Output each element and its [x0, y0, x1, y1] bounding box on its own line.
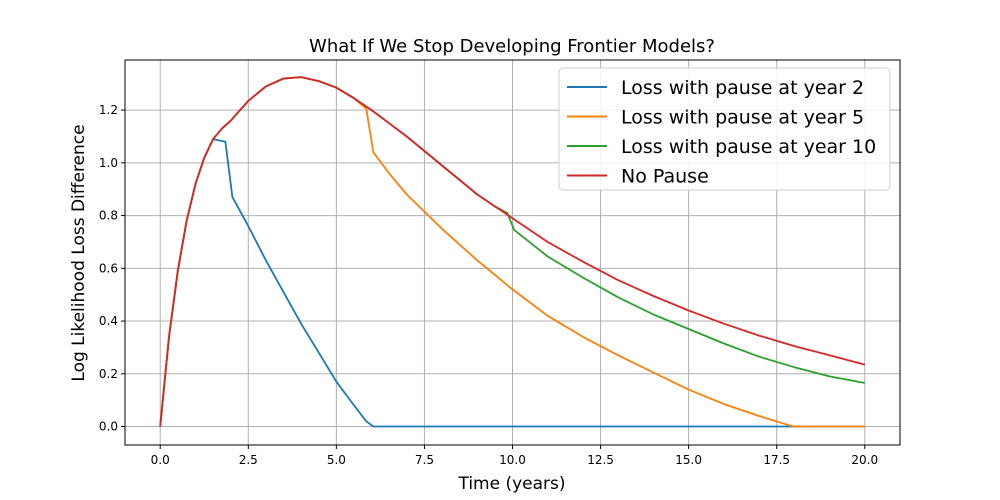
x-tick-label: 2.5 [239, 453, 258, 467]
y-tick-label: 0.0 [99, 420, 118, 434]
legend-label-1: Loss with pause at year 2 [621, 77, 864, 99]
x-axis: 0.0 2.5 5.0 7.5 10.0 12.5 15.0 17.5 20.0 [151, 445, 878, 467]
y-tick-label: 0.6 [99, 261, 118, 275]
legend-label-3: Loss with pause at year 10 [621, 136, 876, 158]
y-tick-label: 1.2 [99, 103, 118, 117]
y-tick-label: 0.2 [99, 367, 118, 381]
x-tick-label: 17.5 [763, 453, 790, 467]
y-tick-label: 0.4 [99, 314, 118, 328]
y-tick-label: 0.8 [99, 209, 118, 223]
y-axis-title: Log Likelihood Loss Difference [69, 124, 89, 381]
legend-label-4: No Pause [621, 166, 709, 188]
x-tick-label: 10.0 [499, 453, 526, 467]
legend-box [558, 67, 891, 191]
x-tick-label: 20.0 [851, 453, 878, 467]
x-tick-label: 7.5 [415, 453, 434, 467]
y-tick-label: 1.0 [99, 156, 118, 170]
x-tick-label: 12.5 [587, 453, 614, 467]
x-tick-label: 0.0 [151, 453, 170, 467]
legend-label-2: Loss with pause at year 5 [621, 107, 864, 129]
series-layer [159, 76, 866, 428]
x-axis-title: Time (years) [457, 474, 565, 494]
x-tick-label: 15.0 [675, 453, 702, 467]
x-tick-label: 5.0 [327, 453, 346, 467]
y-axis: 0.0 0.2 0.4 0.6 0.8 1.0 1.2 [99, 103, 125, 434]
series-line-4 [159, 76, 866, 427]
legend: Loss with pause at year 2 Loss with pause… [558, 67, 891, 191]
chart-title: What If We Stop Developing Frontier Mode… [309, 36, 715, 57]
